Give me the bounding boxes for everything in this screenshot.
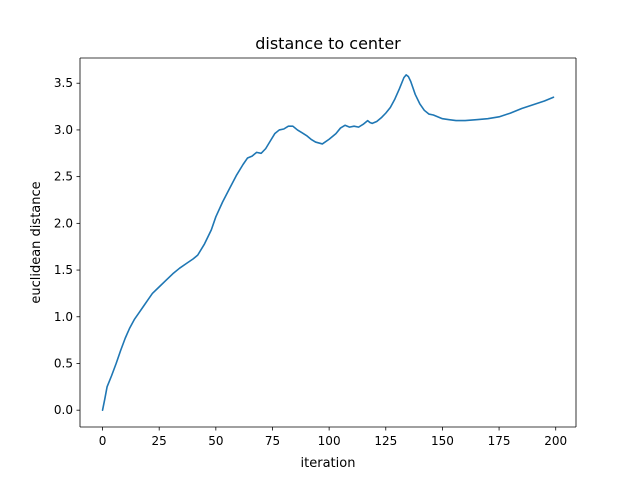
x-tick-label: 200 (544, 434, 567, 448)
y-tick-label: 0.5 (54, 356, 73, 370)
x-tick-label: 150 (431, 434, 454, 448)
x-axis-label: iteration (301, 456, 356, 471)
plot-area (80, 58, 576, 427)
x-tick-label: 100 (318, 434, 341, 448)
series-layer (101, 74, 555, 411)
ticks-layer: 0 25 50 75 100 125 150 175 200 0.0 0.5 1.0 1.5 2.0 2.5… (54, 76, 567, 448)
x-tick-label: 125 (374, 434, 397, 448)
y-tick-label: 2.0 (54, 216, 73, 230)
x-tick-label: 75 (265, 434, 280, 448)
x-tick-label: 50 (208, 434, 223, 448)
y-tick-label: 1.0 (54, 310, 73, 324)
y-tick-label: 2.5 (54, 170, 73, 184)
y-axis-label: euclidean distance (29, 181, 44, 303)
y-tick-label: 3.0 (54, 123, 73, 137)
y-tick-label: 0.0 (54, 403, 73, 417)
plot-frame (79, 57, 577, 428)
x-tick-label: 25 (152, 434, 167, 448)
x-tick-label: 175 (488, 434, 511, 448)
y-tick-label: 1.5 (54, 263, 73, 277)
x-tick-label: 0 (99, 434, 107, 448)
chart-title: distance to center (255, 34, 401, 53)
y-tick-label: 3.5 (54, 76, 73, 90)
series-line (101, 74, 555, 411)
